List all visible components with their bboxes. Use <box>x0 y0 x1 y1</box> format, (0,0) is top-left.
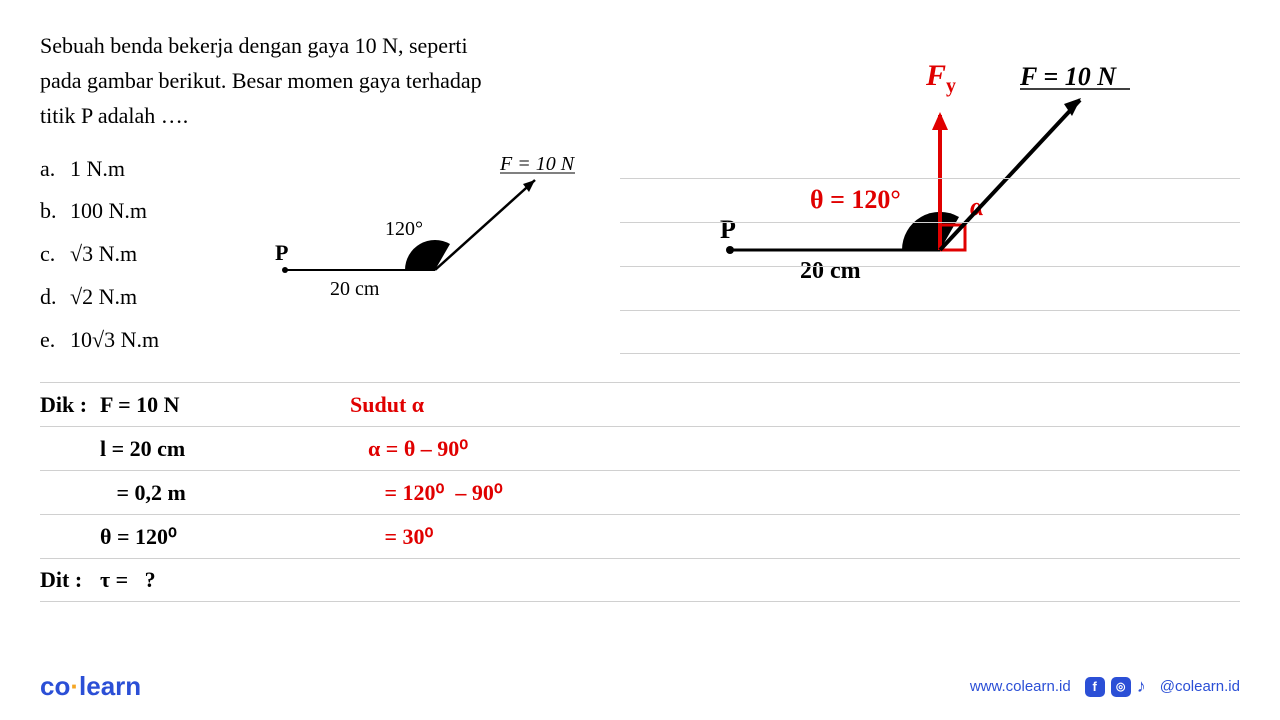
work-right-1: α = θ – 90⁰ <box>340 436 468 462</box>
work-right-3: = 30⁰ <box>340 524 433 550</box>
footer: co·learn www.colearn.id f ◎ ♪ @colearn.i… <box>0 671 1280 702</box>
work-area: Dik : F = 10 N Sudut α l = 20 cm α = θ –… <box>0 382 1280 602</box>
work-right-0: Sudut α <box>340 392 424 418</box>
option-c: √3 N.m <box>70 233 137 276</box>
logo-learn: learn <box>79 671 141 701</box>
blank-3 <box>40 524 100 550</box>
p-label: P <box>275 240 288 265</box>
instagram-icon: ◎ <box>1111 677 1131 697</box>
option-d: √2 N.m <box>70 276 137 319</box>
diagram-small: P 20 cm 120° F = 10 N <box>275 150 595 320</box>
work-left-2: = 0,2 m <box>100 480 186 506</box>
option-b: 100 N.m <box>70 190 147 233</box>
logo-dot: · <box>70 671 79 701</box>
social-icons: f ◎ ♪ <box>1085 676 1146 697</box>
angle-label: 120° <box>385 218 423 240</box>
footer-url: www.colearn.id <box>970 678 1071 695</box>
option-e: 10√3 N.m <box>70 319 159 362</box>
tiktok-icon: ♪ <box>1137 676 1146 697</box>
question-line2: pada gambar berikut. Besar momen gaya te… <box>40 68 482 93</box>
option-a: 1 N.m <box>70 148 125 191</box>
blank-1 <box>40 436 100 462</box>
force-label: F = 10 N <box>499 153 576 175</box>
svg-text:F = 10 N: F = 10 N <box>1019 62 1117 91</box>
distance-label: 20 cm <box>330 278 380 300</box>
blank-2 <box>40 480 100 506</box>
work-right-2: = 120⁰ – 90⁰ <box>340 480 503 506</box>
work-left-0: F = 10 N <box>100 392 180 418</box>
work-left-3: θ = 120⁰ <box>100 524 177 550</box>
logo-co: co <box>40 671 70 701</box>
facebook-icon: f <box>1085 677 1105 697</box>
svg-text:y: y <box>946 75 956 97</box>
question-line3: titik P adalah …. <box>40 103 188 128</box>
logo: co·learn <box>40 671 141 702</box>
dit-label: Dit : <box>40 567 100 593</box>
work-left-4: τ = ? <box>100 567 156 593</box>
ruled-lines-top <box>620 178 1240 354</box>
footer-handle: @colearn.id <box>1160 678 1240 695</box>
dik-label: Dik : <box>40 392 100 418</box>
work-left-1: l = 20 cm <box>100 436 185 462</box>
question-line1: Sebuah benda bekerja dengan gaya 10 N, s… <box>40 33 468 58</box>
svg-text:F: F <box>925 59 946 92</box>
